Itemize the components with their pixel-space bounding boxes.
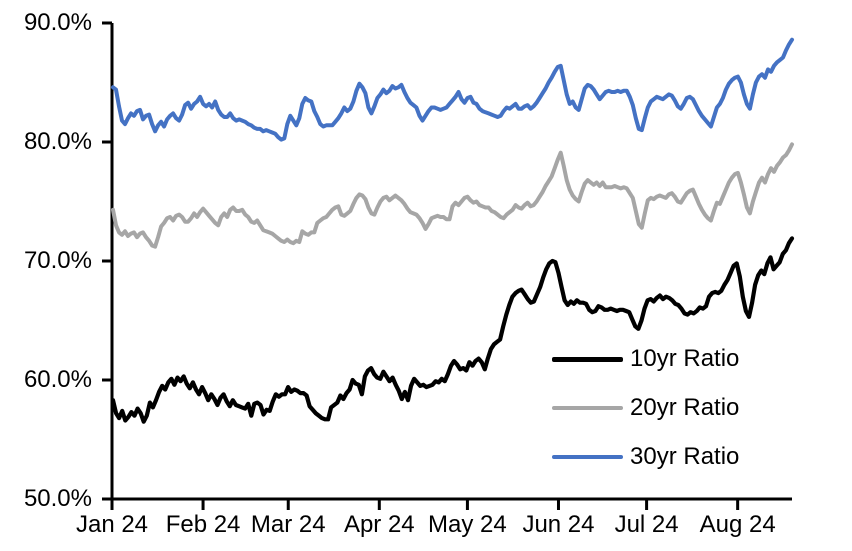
legend-swatch-10yr xyxy=(552,356,623,362)
series-line-30yr-ratio xyxy=(111,37,794,142)
series-line-20yr-ratio xyxy=(111,142,794,249)
x-axis-tick-label: Jun 24 xyxy=(522,511,595,538)
legend-swatch-20yr xyxy=(552,406,623,410)
x-axis-tick-label: Mar 24 xyxy=(250,511,326,538)
x-axis-tick-label: Jan 24 xyxy=(75,511,149,538)
y-axis-tick-label: 50.0% xyxy=(23,485,92,512)
x-axis-tick-label: Apr 24 xyxy=(343,511,415,538)
y-axis-tick-label: 80.0% xyxy=(23,128,92,155)
legend-label: 20yr Ratio xyxy=(630,394,740,421)
x-axis-tick-label: May 24 xyxy=(428,511,507,538)
y-axis-tick-label: 70.0% xyxy=(23,247,92,274)
legend-item-30yr-ratio: 30yr Ratio xyxy=(552,443,739,471)
y-axis-tick-label: 90.0% xyxy=(23,9,92,36)
legend-label: 10yr Ratio xyxy=(630,345,740,372)
x-axis-tick-label: Jul 24 xyxy=(614,511,679,538)
legend-swatch-30yr xyxy=(552,455,623,459)
legend-label: 30yr Ratio xyxy=(630,443,740,470)
legend-item-10yr-ratio: 10yr Ratio xyxy=(552,345,739,373)
y-axis-tick-label: 60.0% xyxy=(23,366,92,393)
x-axis-tick-label: Feb 24 xyxy=(165,511,241,538)
legend-item-20yr-ratio: 20yr Ratio xyxy=(552,394,739,422)
x-axis-tick-label: Aug 24 xyxy=(699,511,776,538)
series-line-10yr-ratio xyxy=(110,236,795,424)
